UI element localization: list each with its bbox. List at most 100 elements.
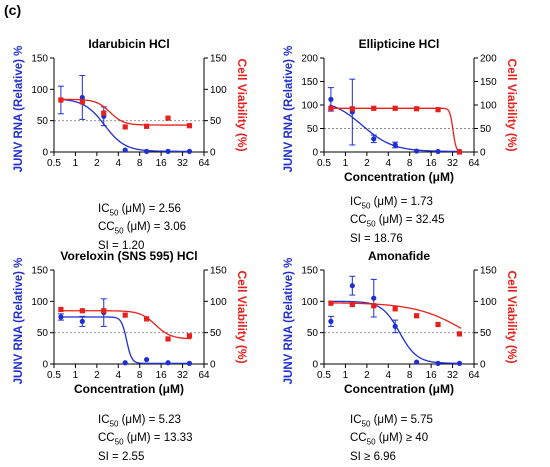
ic50-value: IC50 (μM) = 5.23 xyxy=(98,414,181,429)
rna-point xyxy=(435,360,441,366)
x-tick-label: 4 xyxy=(386,158,392,169)
x-tick-label: 32 xyxy=(447,370,459,381)
viability-point xyxy=(101,110,107,116)
stats-idarubicin: IC50 (μM) = 2.56 CC50 (μM) = 3.06 SI = 1.2… xyxy=(98,202,186,254)
x-tick-label: 64 xyxy=(198,370,210,381)
y-tick-label-right: 0 xyxy=(480,148,486,159)
panel-label: (c) xyxy=(4,2,22,18)
rna-point xyxy=(349,283,355,289)
x-tick-label: 8 xyxy=(407,158,413,169)
rna-point xyxy=(392,142,398,148)
rna-point xyxy=(414,359,420,365)
rna-point xyxy=(328,96,334,102)
x-tick-label: 16 xyxy=(156,158,168,169)
cc50-value: CC50 (μM) = 32.45 xyxy=(350,214,445,229)
rna-point xyxy=(165,360,171,366)
stats-ellipticine: IC50 (μM) = 1.73 CC50 (μM) = 32.45 SI = 18… xyxy=(350,195,444,247)
rna-point xyxy=(165,148,171,154)
x-tick-label: 0.5 xyxy=(47,158,61,169)
viability-point xyxy=(371,105,377,111)
rna-point xyxy=(392,323,398,329)
y-tick-label-right: 100 xyxy=(480,297,497,308)
y-tick-label-right: 150 xyxy=(480,77,497,88)
viability-point xyxy=(186,333,193,339)
y-tick-label-right: 200 xyxy=(480,54,497,65)
viability-point xyxy=(122,124,128,130)
y-tick-label-right: 0 xyxy=(210,148,216,159)
y-tick-label-right: 50 xyxy=(480,124,492,135)
x-tick-label: 64 xyxy=(198,158,210,169)
rna-point xyxy=(122,360,128,366)
x-tick-label: 8 xyxy=(407,370,413,381)
x-tick-label: 32 xyxy=(447,158,459,169)
y-tick-label-right: 0 xyxy=(480,360,486,371)
y-tick-label-left: 150 xyxy=(31,54,48,65)
x-axis-label: Concentration (μM) xyxy=(344,170,454,184)
x-tick-label: 64 xyxy=(468,370,480,381)
rna-point xyxy=(186,148,193,154)
rna-point xyxy=(414,148,420,154)
y-tick-label-right: 0 xyxy=(210,360,216,371)
viability-point xyxy=(414,313,420,319)
viability-point xyxy=(165,115,171,121)
y-tick-label-left: 200 xyxy=(301,54,318,65)
rna-point xyxy=(122,147,128,153)
rna-fit-curve xyxy=(59,316,191,365)
rna-point xyxy=(456,360,463,366)
x-axis-label: Concentration (μM) xyxy=(344,382,454,396)
y-tick-label-right: 100 xyxy=(210,297,227,308)
viability-point xyxy=(435,321,441,328)
x-tick-label: 1 xyxy=(73,158,79,169)
y-tick-label-left: 100 xyxy=(301,297,318,308)
viability-point xyxy=(328,105,334,111)
viability-point xyxy=(58,97,64,103)
y-axis-label-right: Cell Viability (%) xyxy=(505,270,519,363)
y-tick-label-left: 50 xyxy=(37,328,49,339)
y-tick-label-left: 150 xyxy=(301,77,318,88)
stats-amonafide: IC50 (μM) = 5.75 CC50 (μM) ≥ 40 SI ≥ 6.96 xyxy=(350,413,433,465)
y-tick-label-right: 150 xyxy=(210,54,227,65)
viability-point xyxy=(349,106,355,112)
si-value: SI ≥ 6.96 xyxy=(350,450,396,463)
chart-title: Ellipticine HCl xyxy=(359,37,440,51)
viability-point xyxy=(165,336,171,342)
x-tick-label: 16 xyxy=(156,370,168,381)
viability-point xyxy=(79,308,85,314)
y-tick-label-left: 100 xyxy=(31,85,48,96)
y-axis-label-right: Cell Viability (%) xyxy=(235,270,249,363)
si-value: SI = 2.55 xyxy=(98,450,145,463)
y-tick-label-left: 0 xyxy=(312,360,318,371)
rna-point xyxy=(58,314,64,320)
chart-amonafide: Amonafide 0 0 50 50 100 100 150 150 0.5 1 2 4 8 16 32 64… xyxy=(283,249,519,396)
y-tick-label-left: 100 xyxy=(301,101,318,112)
viability-point xyxy=(79,99,85,105)
rna-point xyxy=(186,360,193,366)
x-tick-label: 32 xyxy=(177,158,189,169)
viability-point xyxy=(186,123,193,129)
chart-title: Voreloxin (SNS 595) HCl xyxy=(60,249,197,263)
viability-point xyxy=(392,105,398,111)
y-tick-label-left: 150 xyxy=(31,266,48,277)
x-tick-label: 64 xyxy=(468,158,480,169)
rna-point xyxy=(371,295,377,301)
viability-point xyxy=(371,303,377,309)
y-tick-label-right: 150 xyxy=(480,266,497,277)
x-tick-label: 2 xyxy=(94,370,100,381)
viability-point xyxy=(349,301,355,308)
y-tick-label-left: 50 xyxy=(37,116,49,127)
si-value: SI = 1.20 xyxy=(98,239,145,252)
cc50-value: CC50 (μM) ≥ 40 xyxy=(350,432,429,447)
x-tick-label: 16 xyxy=(426,370,438,381)
y-tick-label-left: 0 xyxy=(312,148,318,159)
cc50-value: CC50 (μM) = 3.06 xyxy=(98,221,187,236)
x-tick-label: 8 xyxy=(137,158,143,169)
viability-point xyxy=(435,107,441,113)
x-tick-label: 0.5 xyxy=(317,370,331,381)
si-value: SI = 18.76 xyxy=(350,232,403,245)
chart-title: Amonafide xyxy=(368,249,430,263)
rna-point xyxy=(79,318,85,324)
y-tick-label-right: 100 xyxy=(480,101,497,112)
x-tick-label: 2 xyxy=(364,370,370,381)
viability-point xyxy=(122,312,128,318)
y-tick-label-right: 100 xyxy=(210,85,227,96)
